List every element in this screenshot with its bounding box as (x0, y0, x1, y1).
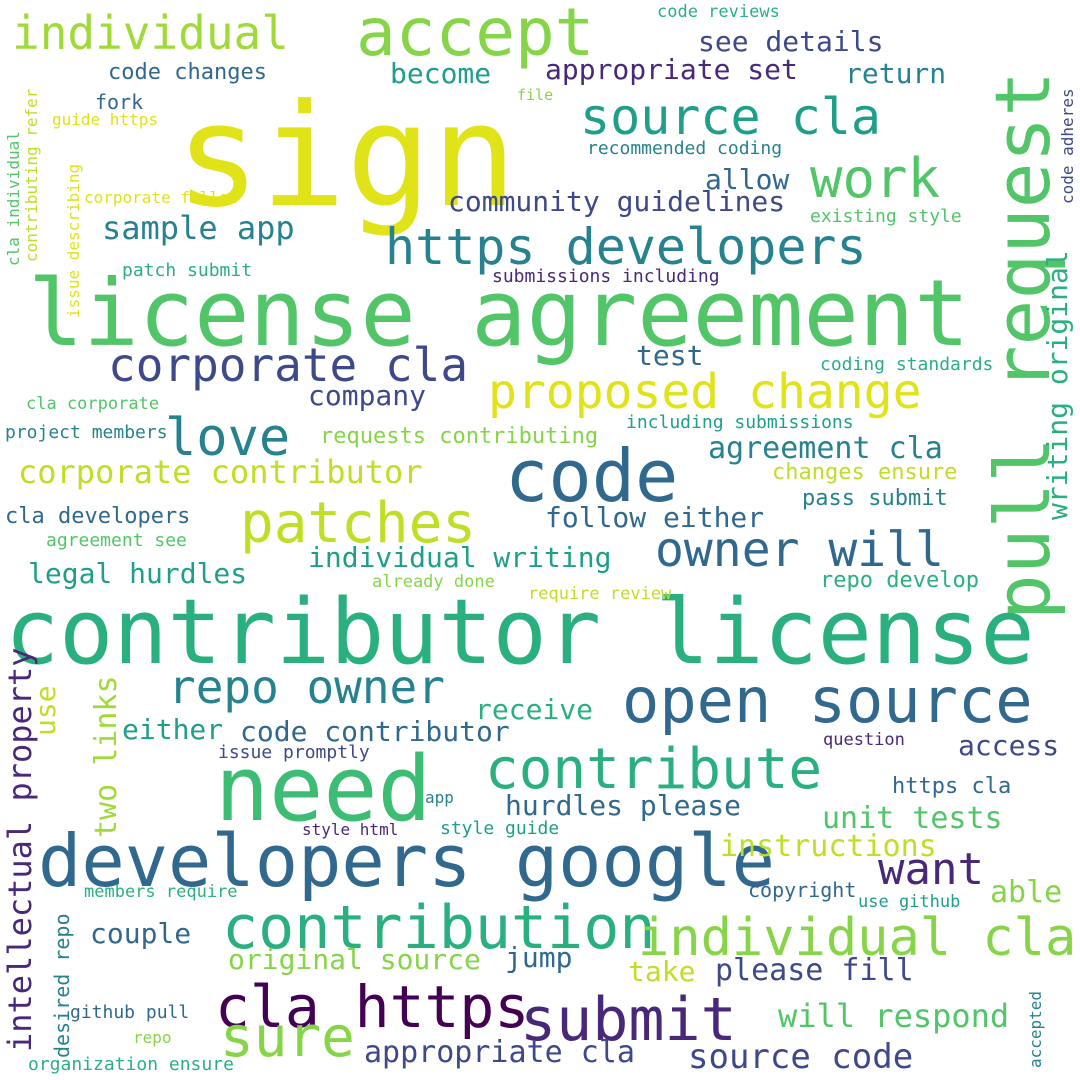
word-pass-submit: pass submit (802, 486, 948, 511)
word-unit-tests: unit tests (822, 801, 1003, 836)
word-contributor-license: contributor license (5, 580, 1035, 685)
word-community-guidelines: community guidelines (448, 185, 786, 218)
word-love: love (165, 408, 291, 468)
word-either: either (122, 713, 224, 746)
word-file: file (517, 86, 554, 104)
word-use: use (29, 685, 62, 736)
word-jump: jump (505, 941, 573, 974)
word-style-guide: style guide (440, 818, 560, 839)
word-two-links: two links (89, 675, 124, 838)
word-developers-google: developers google (38, 819, 775, 903)
word-individual-writing: individual writing (308, 541, 612, 574)
word-https-cla: https cla (892, 774, 1012, 799)
word-code: code (505, 434, 679, 518)
word-changes-ensure: changes ensure (772, 460, 958, 485)
word-coding-standards: coding standards (820, 354, 994, 375)
word-submissions-including: submissions including (492, 266, 720, 287)
word-original-source: original source (228, 943, 481, 976)
word-source-cla: source cla (580, 88, 882, 146)
word-submit: submit (520, 985, 737, 1055)
word-hurdles-please: hurdles please (505, 789, 742, 822)
word-see-details: see details (698, 25, 884, 58)
word-existing-style: existing style (810, 206, 962, 227)
word-follow-either: follow either (545, 501, 765, 534)
word-code-contributor: code contributor (240, 715, 510, 748)
word-legal-hurdles: legal hurdles (28, 557, 248, 590)
word-take: take (628, 955, 696, 988)
word-instructions: instructions (720, 829, 937, 864)
word-recommended-coding: recommended coding (587, 138, 783, 159)
word-use-github: use github (858, 892, 961, 912)
word-owner-will: owner will (655, 522, 944, 578)
word-requests-contributing: requests contributing (320, 424, 599, 449)
word-agreement-see: agreement see (46, 530, 187, 551)
word-corporate-cla: corporate cla (108, 338, 469, 392)
word-accepted: accepted (1026, 990, 1045, 1068)
word-source-code: source code (688, 1037, 914, 1077)
word-app: app (425, 788, 454, 807)
word-want: want (878, 844, 984, 895)
word-accept: accept (356, 0, 595, 71)
word-code-changes: code changes (108, 60, 267, 85)
word-individual: individual (12, 6, 289, 60)
word-project-members: project members (5, 422, 168, 443)
word-code-reviews: code reviews (657, 2, 780, 22)
word-copyright: copyright (748, 878, 857, 902)
word-issue-promptly: issue promptly (218, 742, 370, 763)
word-access: access (958, 729, 1060, 762)
word-license-agreement: license agreement (28, 260, 970, 367)
word-become: become (390, 57, 492, 90)
word-corporate-follow: corporate follow (84, 188, 239, 207)
word-issue-describing: issue describing (64, 163, 83, 318)
word-fork: fork (95, 90, 144, 114)
word-style-html: style html (302, 820, 399, 839)
word-members-require: members require (84, 882, 238, 902)
word-writing-original: writing original (1041, 250, 1074, 520)
word-contributing-refer: contributing refer (22, 88, 41, 262)
word-will-respond: will respond (778, 997, 1010, 1035)
word-sign: sign (175, 74, 517, 239)
word-individual-cla: individual cla (638, 908, 1077, 968)
word-contribution: contribution (222, 893, 656, 963)
word-work: work (810, 147, 941, 210)
word-company: company (308, 379, 427, 412)
word-organization-ensure: organization ensure (28, 1054, 234, 1075)
word-test: test (636, 339, 704, 372)
word-repo: repo (133, 1028, 172, 1047)
word-contribute: contribute (485, 737, 823, 802)
word-allow: allow (705, 163, 790, 196)
word-please-fill: please fill (715, 953, 914, 988)
word-repo-develop: repo develop (820, 568, 979, 593)
word-including-submissions: including submissions (626, 412, 854, 433)
word-desired-repo: desired repo (50, 913, 74, 1059)
word-cla-developers: cla developers (5, 504, 191, 529)
word-already-done: already done (372, 572, 495, 592)
word-couple: couple (90, 917, 192, 950)
word-receive: receive (475, 693, 594, 726)
word-patch-submit: patch submit (122, 260, 253, 281)
word-appropriate-cla: appropriate cla (364, 1035, 635, 1070)
word-cla-corporate: cla corporate (26, 394, 160, 414)
word-corporate-contributor: corporate contributor (18, 453, 423, 491)
word-appropriate-set: appropriate set (545, 53, 798, 86)
word-open-source: open source (622, 664, 1033, 737)
word-agreement-cla: agreement cla (708, 431, 943, 466)
word-cla-https: cla https (215, 973, 530, 1041)
word-proposed-change: proposed change (488, 364, 922, 420)
word-return: return (845, 57, 947, 90)
word-need: need (215, 737, 432, 842)
word-repo-owner: repo owner (168, 660, 445, 714)
word-question: question (823, 730, 905, 750)
word-github-pull: github pull (70, 1002, 190, 1023)
word-guide-https: guide https (52, 110, 158, 129)
word-sure: sure (220, 1005, 355, 1070)
word-patches: patches (240, 491, 477, 556)
word-cla-individual: cla individual (4, 131, 23, 266)
word-require-review: require review (528, 584, 672, 604)
word-https-developers: https developers (385, 218, 867, 276)
word-code-adheres: code adheres (1058, 88, 1077, 204)
word-able: able (990, 875, 1063, 910)
word-sample-app: sample app (102, 209, 295, 247)
